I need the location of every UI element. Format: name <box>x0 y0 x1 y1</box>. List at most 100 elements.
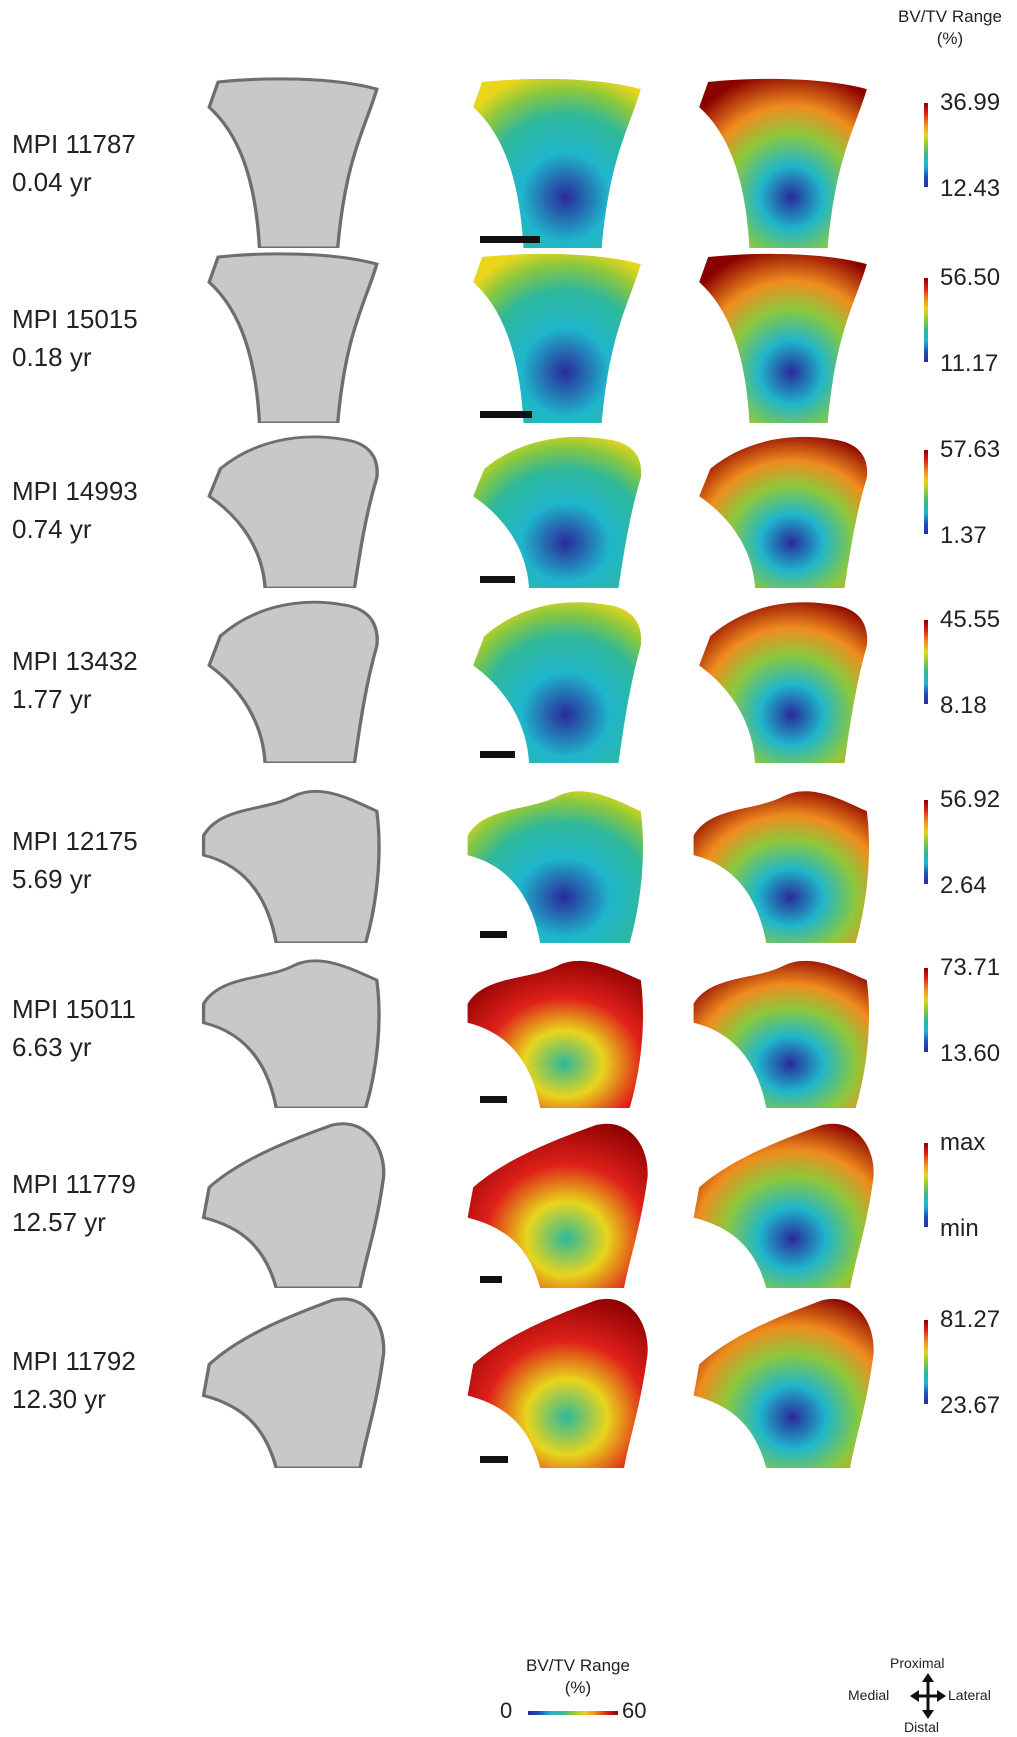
bvtv-map-individual-scale <box>688 597 878 763</box>
colorbar-max: 56.50 <box>940 263 1001 291</box>
colorbar <box>924 1142 928 1227</box>
bvtv-map-common-scale <box>462 77 652 248</box>
compass-proximal: Proximal <box>890 1655 945 1671</box>
specimen-age: 5.69 yr <box>12 864 92 894</box>
colorbar <box>924 1320 928 1404</box>
specimen-id: MPI 11792 <box>12 1346 136 1376</box>
specimen-id: MPI 15011 <box>12 993 136 1024</box>
specimen-row: MPI 15011 6.63 yr 73.71 13.60 <box>0 945 1017 1110</box>
footer-legend-min: 0 <box>500 1698 513 1723</box>
bvtv-map-individual-scale <box>688 252 878 423</box>
bvtv-map-individual-scale <box>688 1292 878 1468</box>
colorbar-max: 56.92 <box>940 786 1001 813</box>
specimen-row: MPI 11787 0.04 yr 36.99 12.43 <box>0 75 1017 250</box>
bone-render-panel <box>198 597 388 763</box>
compass-distal: Distal <box>904 1719 940 1735</box>
scale-bar <box>480 236 540 243</box>
colorbar <box>924 277 928 362</box>
scale-bar <box>480 751 515 758</box>
specimen-row: MPI 14993 0.74 yr 57.63 1.37 <box>0 430 1017 590</box>
colorbar-header-title: BV/TV Range <box>898 7 1002 26</box>
bvtv-map-individual-scale <box>688 1117 878 1288</box>
specimen-id: MPI 11787 <box>12 128 136 159</box>
footer-legend-unit: (%) <box>564 1678 592 1697</box>
specimen-id: MPI 15015 <box>12 303 138 334</box>
bvtv-map-individual-scale <box>688 77 878 248</box>
specimen-age: 1.77 yr <box>12 684 92 714</box>
scale-bar <box>480 411 532 418</box>
colorbar-header-unit: (%) <box>936 29 964 48</box>
specimen-label: MPI 14993 0.74 yr <box>12 472 138 548</box>
specimen-id: MPI 11779 <box>12 1168 136 1199</box>
bvtv-map-common-scale <box>462 947 652 1108</box>
footer-legend-max: 60 <box>622 1698 647 1723</box>
colorbar-min: 8.18 <box>940 692 987 719</box>
colorbar-min: 23.67 <box>940 1392 1001 1419</box>
scale-bar <box>480 1096 507 1103</box>
specimen-label: MPI 15015 0.18 yr <box>12 300 138 376</box>
colorbar-header: BV/TV Range (%) <box>880 6 1017 50</box>
bvtv-map-common-scale <box>462 1117 652 1288</box>
bone-render-panel <box>198 947 388 1108</box>
colorbar <box>924 620 928 704</box>
bvtv-map-individual-scale <box>688 947 878 1108</box>
footer-legend-title: BV/TV Range <box>526 1656 630 1675</box>
bone-render-panel <box>198 432 388 588</box>
specimen-row: MPI 12175 5.69 yr 56.92 2.64 <box>0 775 1017 945</box>
specimen-label: MPI 13432 1.77 yr <box>12 642 138 718</box>
specimen-age: 6.63 yr <box>12 1031 92 1062</box>
scale-bar <box>480 931 507 938</box>
colorbar-max: 36.99 <box>940 88 1001 116</box>
colorbar-min: 11.17 <box>940 349 999 377</box>
scale-bar <box>480 576 515 583</box>
specimen-row: MPI 11792 12.30 yr 81.27 23.67 <box>0 1290 1017 1470</box>
footer-legend-colorbar <box>528 1711 618 1715</box>
bone-render-panel <box>198 1292 388 1468</box>
specimen-id: MPI 13432 <box>12 646 138 676</box>
orientation-compass: Proximal Medial Lateral Distal <box>848 1655 1017 1735</box>
specimen-age: 12.57 yr <box>12 1206 106 1237</box>
colorbar <box>924 450 928 534</box>
specimen-label: MPI 11792 12.30 yr <box>12 1342 136 1418</box>
bvtv-map-common-scale <box>462 252 652 423</box>
colorbar-max: 45.55 <box>940 606 1001 633</box>
specimen-row: MPI 15015 0.18 yr 56.50 11.17 <box>0 250 1017 425</box>
colorbar-min: 12.43 <box>940 174 1001 202</box>
specimen-age: 0.04 yr <box>12 166 92 197</box>
bvtv-map-common-scale <box>462 432 652 588</box>
specimen-age: 0.18 yr <box>12 341 92 372</box>
compass-lateral: Lateral <box>948 1687 991 1703</box>
bvtv-map-common-scale <box>462 777 652 943</box>
bvtv-map-individual-scale <box>688 432 878 588</box>
specimen-label: MPI 11779 12.57 yr <box>12 1165 136 1241</box>
bvtv-map-common-scale <box>462 1292 652 1468</box>
colorbar-max: 73.71 <box>940 953 1001 981</box>
specimen-row: MPI 11779 12.57 yr max min <box>0 1115 1017 1290</box>
specimen-row: MPI 13432 1.77 yr 45.55 8.18 <box>0 595 1017 765</box>
bvtv-map-individual-scale <box>688 777 878 943</box>
colorbar-min: min <box>940 1214 979 1242</box>
colorbar-max: 81.27 <box>940 1306 1001 1333</box>
bone-render-panel <box>198 777 388 943</box>
colorbar-max: 57.63 <box>940 436 1001 463</box>
specimen-label: MPI 11787 0.04 yr <box>12 125 136 201</box>
specimen-id: MPI 14993 <box>12 476 138 506</box>
compass-medial: Medial <box>848 1687 890 1703</box>
scale-bar <box>480 1456 508 1463</box>
colorbar-min: 2.64 <box>940 872 987 899</box>
bone-render-panel <box>198 77 388 248</box>
bvtv-map-common-scale <box>462 597 652 763</box>
specimen-id: MPI 12175 <box>12 826 138 856</box>
specimen-label: MPI 15011 6.63 yr <box>12 990 136 1066</box>
colorbar-min: 1.37 <box>940 522 987 549</box>
scale-bar <box>480 1276 502 1283</box>
colorbar <box>924 967 928 1052</box>
footer-legend: BV/TV Range (%) <box>498 1655 658 1699</box>
specimen-age: 12.30 yr <box>12 1384 106 1414</box>
colorbar-min: 13.60 <box>940 1039 1001 1067</box>
compass-arrows-icon <box>910 1673 946 1719</box>
colorbar-max: max <box>940 1128 986 1156</box>
bone-render-panel <box>198 1117 388 1288</box>
specimen-age: 0.74 yr <box>12 514 92 544</box>
bone-render-panel <box>198 252 388 423</box>
